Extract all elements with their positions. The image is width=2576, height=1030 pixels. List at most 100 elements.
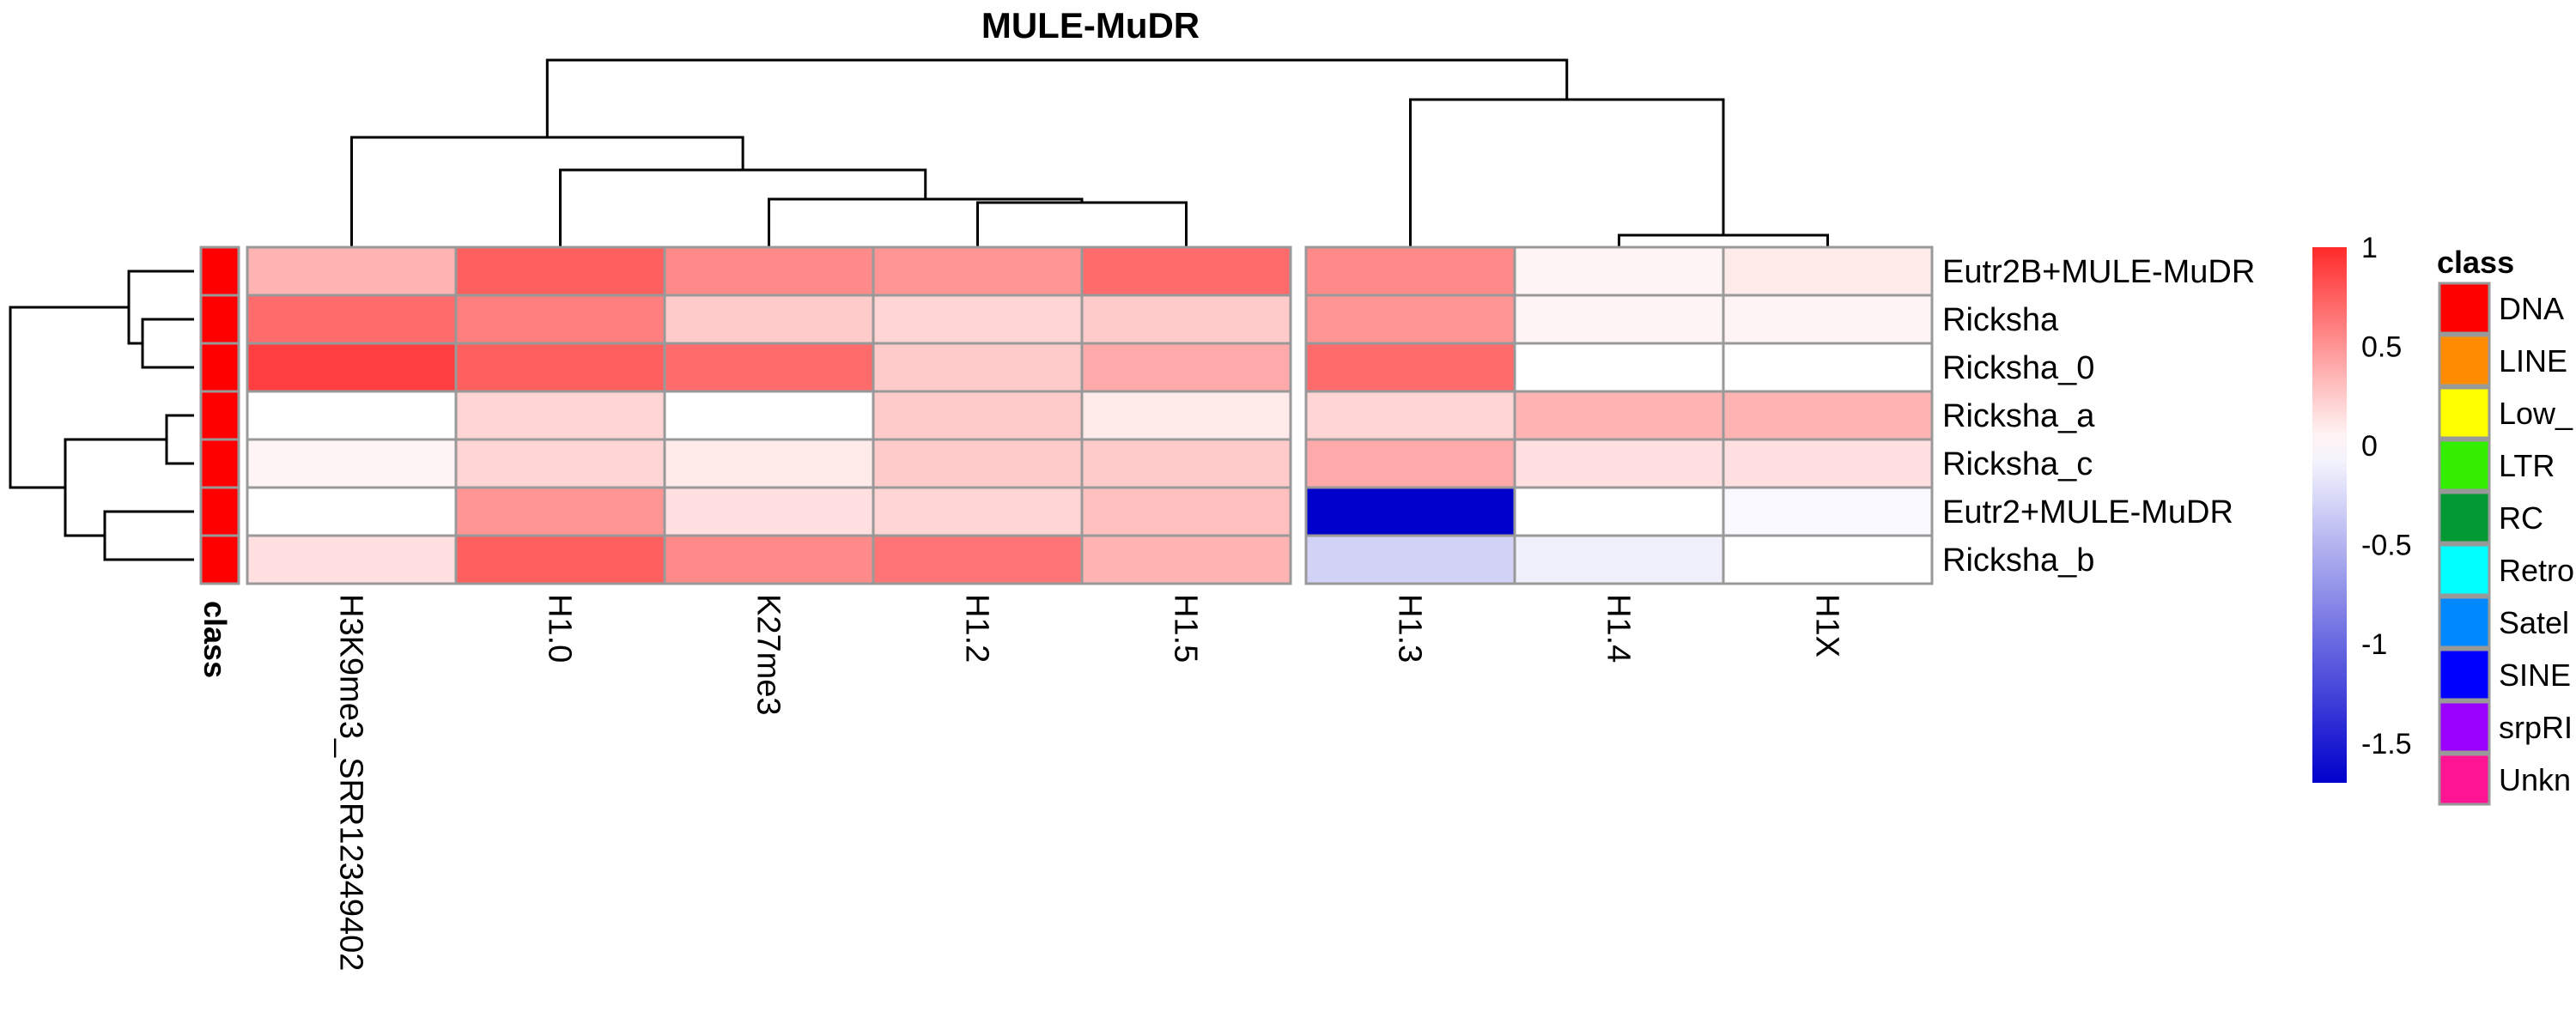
color-scale-tick-label: -1.5: [2361, 728, 2412, 760]
annotation-label: class: [197, 601, 233, 678]
legend-swatch: [2438, 491, 2491, 544]
column-dendrogram-branch: [976, 201, 1188, 247]
heatmap-cell: [1304, 245, 1516, 297]
legend-label: Unkn: [2499, 762, 2571, 797]
legend-label: Satel: [2499, 605, 2569, 640]
annotation-cell: [199, 534, 240, 585]
legend-swatch: [2438, 753, 2491, 806]
heatmap-cell: [1080, 294, 1292, 345]
heatmap-cell: [663, 438, 875, 489]
color-scale-tick-label: -1: [2361, 628, 2387, 661]
legend-swatch: [2438, 334, 2491, 387]
column-dendrogram-branch: [1618, 233, 1829, 247]
column-dendrogram: [350, 58, 1829, 247]
legend-label: srpRI: [2499, 710, 2573, 745]
heatmap-cell: [1513, 438, 1725, 489]
heatmap-cell: [1513, 390, 1725, 441]
heatmap-cell: [872, 534, 1084, 585]
column-label: H1.5: [1168, 594, 1204, 663]
heatmap-cell: [1080, 245, 1292, 297]
heatmap-cell: [1304, 486, 1516, 537]
column-dendrogram-branch: [350, 136, 744, 247]
heatmap-cell: [1513, 294, 1725, 345]
column-label: H1.2: [959, 594, 995, 663]
heatmap-cell: [1304, 294, 1516, 345]
row-label: Eutr2B+MULE-MuDR: [1942, 254, 2255, 290]
annotation-cell: [199, 294, 240, 345]
annotation-cell: [199, 486, 240, 537]
heatmap-cell: [1722, 294, 1934, 345]
heatmap-cell: [1722, 534, 1934, 585]
heatmap-cell: [1080, 486, 1292, 537]
heatmap-cell: [663, 245, 875, 297]
column-dendrogram-branch: [1409, 98, 1725, 247]
heatmap-cell: [454, 390, 666, 441]
heatmap-cell: [1080, 342, 1292, 393]
heatmap-cell: [454, 245, 666, 297]
heatmap-cell: [454, 438, 666, 489]
class-legend: DNA LINE Low_ LTR RC Retro Satel SINE srpRI Unkn: [2438, 282, 2574, 806]
legend-label: LINE: [2499, 343, 2567, 379]
legend-label: SINE: [2499, 657, 2571, 693]
heatmap-cell: [663, 390, 875, 441]
legend-swatch: [2438, 282, 2491, 335]
column-dendrogram-root: [545, 58, 1569, 137]
row-labels: Eutr2B+MULE-MuDR Ricksha Ricksha_0 Ricksha_…: [1942, 254, 2255, 579]
row-dendrogram: [9, 270, 194, 561]
row-dendrogram-branch: [165, 414, 194, 465]
heatmap-cell: [1080, 438, 1292, 489]
heatmap-cell: [246, 342, 458, 393]
heatmap-cell: [1513, 486, 1725, 537]
color-scale-bar: [2312, 247, 2347, 783]
heatmap-cell: [872, 294, 1084, 345]
heatmap-cell: [1722, 342, 1934, 393]
row-dendrogram-branch: [103, 510, 194, 561]
legend-label: Low_: [2499, 396, 2573, 431]
column-dendrogram-branch: [768, 197, 1084, 247]
color-scale-tick-label: 0: [2361, 430, 2378, 463]
column-label: H1X: [1809, 594, 1845, 657]
color-scale-tick-label: 1: [2361, 232, 2378, 264]
heatmap-cell: [872, 390, 1084, 441]
legend-swatch: [2438, 648, 2491, 701]
column-label: H1.4: [1601, 594, 1637, 663]
legend-swatch: [2438, 700, 2491, 754]
color-scale-tick-label: -0.5: [2361, 530, 2412, 562]
row-label: Ricksha_0: [1942, 350, 2094, 386]
legend-swatch: [2438, 386, 2491, 439]
legend-label: LTR: [2499, 448, 2555, 483]
heatmap-cell: [1304, 438, 1516, 489]
legend-swatch: [2438, 543, 2491, 597]
class-annotation-column: [199, 245, 240, 585]
color-scale-ticks: 1 0.5 0 -0.5 -1 -1.5: [2347, 232, 2412, 760]
heatmap-cell: [1304, 390, 1516, 441]
heatmap-cell: [246, 438, 458, 489]
color-scale-tick-label: 0.5: [2361, 331, 2402, 364]
heatmap-cell: [1513, 245, 1725, 297]
legend-label: DNA: [2499, 291, 2564, 326]
heatmap-cell: [454, 534, 666, 585]
heatmap-cell: [1513, 342, 1725, 393]
heatmap-cell: [454, 294, 666, 345]
heatmap-cell: [663, 486, 875, 537]
heatmap-cell: [1722, 245, 1934, 297]
legend-label: RC: [2499, 500, 2543, 536]
row-dendrogram-branch: [64, 438, 167, 537]
legend-swatch: [2438, 596, 2491, 649]
row-dendrogram-branch: [127, 270, 194, 345]
annotation-cell: [199, 438, 240, 489]
column-label: H3K9me3_SRR12349402: [333, 594, 369, 971]
heatmap-cell: [1080, 390, 1292, 441]
legend-swatch: [2438, 439, 2491, 492]
heatmap-cell: [1722, 486, 1934, 537]
heatmap-cell: [663, 294, 875, 345]
chart-title: MULE-MuDR: [981, 5, 1200, 45]
heatmap-cell: [1304, 342, 1516, 393]
heatmap-cell: [454, 342, 666, 393]
heatmap-cell: [246, 390, 458, 441]
heatmap-cell: [872, 245, 1084, 297]
column-label: H1.3: [1392, 594, 1428, 663]
row-dendrogram-branch: [141, 318, 194, 369]
row-label: Ricksha_c: [1942, 446, 2093, 482]
